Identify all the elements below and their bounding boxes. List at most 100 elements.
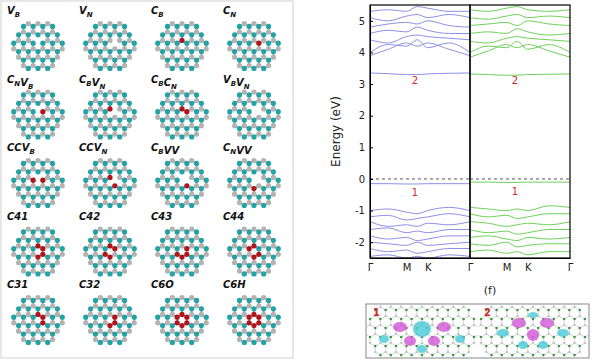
nitrogen-atom	[127, 238, 132, 243]
carbon-atom	[112, 246, 117, 251]
nitrogen-atom	[112, 229, 117, 234]
nitrogen-atom	[189, 101, 194, 106]
nitrogen-atom	[237, 178, 242, 183]
boron-atom	[160, 123, 165, 128]
boron-atom	[50, 166, 55, 171]
boron-atom	[16, 106, 21, 111]
boron-atom	[184, 235, 189, 240]
boron-atom	[170, 260, 175, 265]
boron-atom	[194, 132, 199, 137]
boron-atom	[175, 235, 180, 240]
boron-atom	[271, 192, 276, 197]
boron-atom	[227, 46, 232, 51]
nitrogen-atom	[117, 66, 122, 71]
boron-atom	[93, 183, 98, 188]
nitrogen-atom	[179, 66, 184, 71]
structure-label: C43	[151, 211, 172, 222]
boron-atom	[26, 38, 31, 43]
nitrogen-atom	[31, 109, 36, 114]
nitrogen-atom	[107, 101, 112, 106]
nitrogen-atom	[237, 109, 242, 114]
boron-atom	[112, 98, 117, 103]
boron-atom	[256, 115, 261, 120]
nitrogen-atom	[160, 49, 165, 54]
boron-atom	[237, 98, 242, 103]
nitrogen-atom	[26, 238, 31, 243]
boron-atom	[93, 132, 98, 137]
nitrogen-atom	[21, 246, 26, 251]
label-subscript: N	[101, 148, 107, 156]
boron-atom	[266, 115, 271, 120]
boron-atom	[247, 29, 252, 34]
boron-atom	[35, 260, 40, 265]
boron-atom	[189, 106, 194, 111]
structure	[155, 90, 209, 140]
carbon-atom	[107, 255, 112, 260]
structure	[227, 158, 281, 208]
nitrogen-atom	[179, 101, 184, 106]
boron-atom	[237, 252, 242, 257]
boron-atom	[261, 38, 266, 43]
nitrogen-atom	[242, 169, 247, 174]
boron-atom	[175, 200, 180, 205]
nitrogen-atom	[31, 41, 36, 46]
nitrogen-atom	[122, 194, 127, 199]
nitrogen-atom	[261, 101, 266, 106]
boron-atom	[40, 46, 45, 51]
nitrogen-atom	[122, 229, 127, 234]
nitrogen-atom	[98, 32, 103, 37]
nitrogen-atom	[247, 194, 252, 199]
nitrogen-atom	[107, 49, 112, 54]
nitrogen-atom	[103, 161, 108, 166]
nitrogen-atom	[40, 161, 45, 166]
boron-atom	[266, 29, 271, 34]
nitrogen-atom	[247, 92, 252, 97]
nitrogen-atom	[175, 92, 180, 97]
nitrogen-atom	[199, 49, 204, 54]
boron-atom	[103, 235, 108, 240]
boron-atom	[88, 55, 93, 60]
nitrogen-atom	[175, 57, 180, 62]
nitrogen-atom	[40, 229, 45, 234]
nitrogen-atom	[194, 178, 199, 183]
boron-atom	[83, 183, 88, 188]
nitrogen-atom	[266, 161, 271, 166]
boron-atom	[103, 200, 108, 205]
boron-atom	[242, 158, 247, 163]
nitrogen-atom	[26, 134, 31, 139]
nitrogen-atom	[45, 271, 50, 276]
label-subscript: N	[244, 83, 250, 91]
boron-atom	[256, 183, 261, 188]
boron-atom	[31, 29, 36, 34]
nitrogen-atom	[50, 194, 55, 199]
structure-label: CB	[151, 5, 164, 19]
nitrogen-atom	[35, 271, 40, 276]
boron-atom	[266, 63, 271, 68]
nitrogen-atom	[251, 203, 256, 208]
boron-atom	[117, 175, 122, 180]
boron-atom	[237, 269, 242, 274]
nitrogen-atom	[165, 24, 170, 29]
boron-atom	[184, 98, 189, 103]
boron-atom	[122, 63, 127, 68]
boron-atom	[45, 21, 50, 26]
nitrogen-atom	[189, 271, 194, 276]
boron-atom	[50, 269, 55, 274]
structure	[83, 158, 137, 208]
nitrogen-atom	[184, 126, 189, 131]
boron-atom	[194, 183, 199, 188]
boron-atom	[199, 175, 204, 180]
boron-atom	[189, 55, 194, 60]
carbon-atom	[175, 252, 180, 257]
boron-atom	[165, 115, 170, 120]
boron-atom	[50, 252, 55, 257]
boron-atom	[165, 183, 170, 188]
nitrogen-atom	[165, 194, 170, 199]
nitrogen-atom	[276, 178, 281, 183]
boron-atom	[175, 166, 180, 171]
nitrogen-atom	[232, 101, 237, 106]
boron-atom	[170, 175, 175, 180]
nitrogen-atom	[266, 178, 271, 183]
boron-atom	[247, 98, 252, 103]
boron-atom	[160, 38, 165, 43]
